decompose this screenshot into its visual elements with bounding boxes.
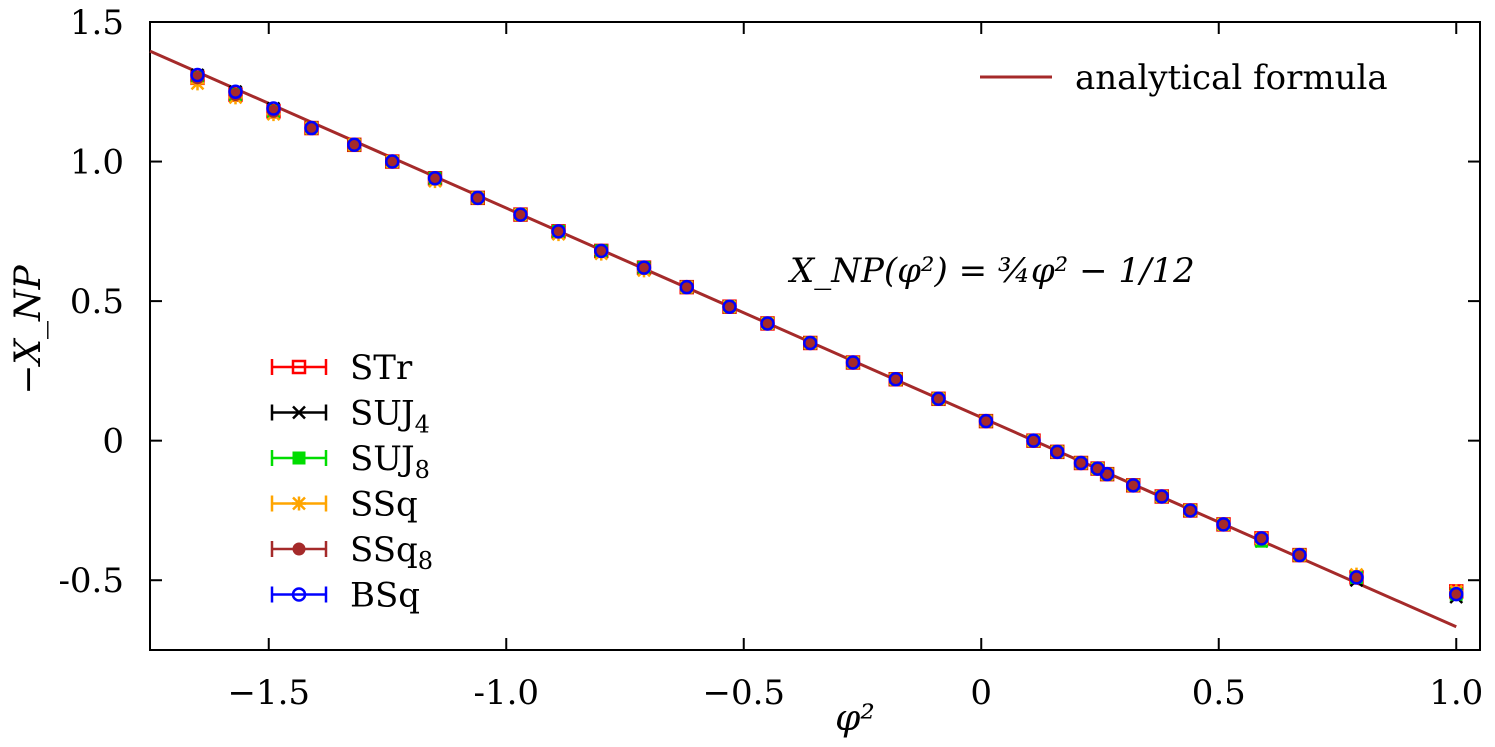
legend-label-analytical: analytical formula	[1075, 58, 1388, 98]
data-point	[845, 355, 861, 370]
data-point	[888, 372, 903, 387]
data-point	[228, 84, 243, 100]
data-point	[931, 391, 946, 407]
data-point	[1183, 503, 1198, 518]
data-point	[1292, 547, 1307, 563]
tick-labels: −1.5 -1.0 −0.5 0 0.5 1.0 1.5 1.0 0.5 0 -0.5	[58, 3, 1483, 713]
legend-entry: SSq8	[270, 530, 433, 575]
legend-label: BSq	[350, 576, 420, 616]
data-points	[190, 67, 1464, 604]
legend-label: SUJ4	[350, 394, 430, 439]
legend-marker	[292, 542, 306, 556]
data-point	[1099, 466, 1115, 482]
data-point	[722, 299, 737, 314]
legend-analytical: analytical formula	[980, 58, 1388, 98]
y-tick-label: 0.5	[70, 282, 124, 322]
data-point	[304, 120, 319, 136]
data-point	[1050, 444, 1065, 460]
data-point	[551, 224, 566, 239]
x-axis-label: φ²	[835, 698, 875, 739]
data-point	[1216, 517, 1231, 532]
formula-annotation: X_NP(φ²) = ¾φ² − 1/12	[787, 251, 1195, 291]
data-point	[1349, 570, 1364, 585]
legend-entry: BSq	[270, 576, 420, 616]
y-tick-label: -0.5	[58, 561, 124, 601]
legend-marker	[292, 496, 306, 511]
legend-marker	[292, 405, 306, 420]
data-point	[427, 171, 443, 186]
data-point	[1254, 531, 1269, 546]
data-point	[1449, 586, 1464, 602]
x-tick-label: −0.5	[702, 673, 785, 713]
legend-label: SSq8	[350, 530, 433, 575]
y-tick-label: 0	[102, 422, 124, 462]
data-point	[594, 243, 609, 259]
x-tick-label: −1.5	[227, 673, 310, 713]
data-point	[978, 413, 994, 429]
x-tick-label: 0	[970, 673, 992, 713]
legend-entry: SUJ8	[270, 439, 430, 484]
legend-marker	[291, 359, 307, 375]
series-ssq8	[191, 71, 1463, 601]
data-point	[803, 335, 818, 351]
legend-label: SUJ8	[350, 439, 430, 484]
y-tick-label: 1.0	[70, 143, 124, 183]
legend-marker	[291, 587, 307, 602]
data-point	[679, 279, 694, 295]
data-point	[513, 207, 528, 222]
data-point	[1073, 455, 1089, 471]
data-point	[266, 101, 281, 116]
data-point	[470, 190, 485, 206]
y-axis-label: −X_NP	[8, 264, 49, 394]
data-point	[1026, 433, 1041, 448]
legend-entry: SUJ4	[270, 394, 430, 439]
legend-label: SSq	[350, 485, 418, 525]
data-point	[760, 316, 775, 331]
axis-ticks	[150, 21, 1480, 650]
legend-marker	[292, 451, 306, 465]
data-point	[1126, 478, 1141, 493]
data-point	[636, 260, 652, 275]
x-tick-label: -1.0	[473, 673, 539, 713]
y-tick-label: 1.5	[70, 3, 124, 43]
data-point	[347, 137, 362, 153]
data-point	[1154, 489, 1169, 504]
legend-entry: STr	[270, 348, 413, 388]
x-tick-label: 0.5	[1192, 673, 1246, 713]
data-point	[385, 154, 400, 169]
legend-label: STr	[350, 348, 413, 388]
legend-entry: SSq	[270, 485, 418, 525]
series-bsq	[190, 67, 1464, 602]
x-tick-label: 1.0	[1429, 673, 1483, 713]
plot-frame	[149, 21, 1481, 651]
data-point	[190, 67, 205, 83]
